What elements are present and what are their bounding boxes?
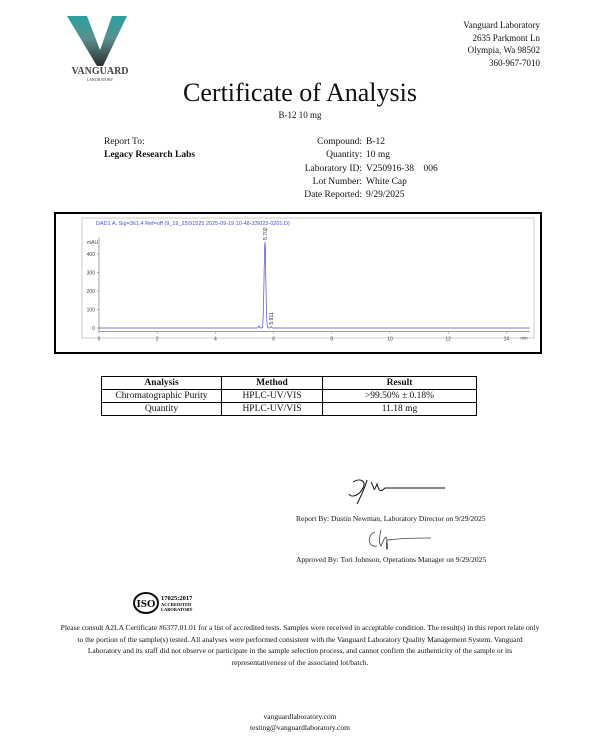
y-tick-label: 100 — [87, 308, 96, 314]
table-row: Chromatographic Purity HPLC-UV/VIS >99.5… — [101, 389, 477, 403]
cell: HPLC-UV/VIS — [221, 402, 323, 416]
y-tick-label: 300 — [87, 271, 96, 277]
chromatogram-trace — [99, 242, 530, 329]
table-header: Analysis Method Result — [101, 376, 477, 390]
svg-text:LABORATORY: LABORATORY — [161, 607, 193, 612]
label: Date Reported: — [304, 190, 362, 201]
disclaimer: Please consult A2LA Certificate #6377.01… — [60, 623, 540, 667]
lab-address: Vanguard Laboratory 2635 Parkmont Ln Oly… — [463, 19, 540, 69]
x-tick-label: 12 — [445, 337, 451, 343]
x-tick-label: 6 — [272, 337, 275, 343]
sample-row: Quantity: 10 mg — [220, 149, 438, 162]
x-tick-label: 2 — [156, 337, 159, 343]
email-link[interactable]: testing@vanguardlaboratory.com — [250, 723, 350, 732]
y-tick-label: 200 — [87, 289, 96, 295]
chromatogram: DAD1 A, Sig=361,4 Ref=off (9_19_25\91525… — [54, 212, 542, 354]
website-link[interactable]: vanguardlaboratory.com — [263, 712, 337, 721]
report-by: Report By: Dustin Newman, Laboratory Dir… — [296, 514, 486, 523]
value: 10 mg — [366, 150, 391, 161]
vanguard-logo: VANGUARD LABORATORY — [67, 16, 129, 82]
svg-text:ISO: ISO — [137, 598, 156, 610]
client-name: Legacy Research Labs — [104, 150, 196, 160]
approved-by: Approved By: Tori Johnson, Operations Ma… — [296, 555, 487, 564]
cell: Chromatographic Purity — [101, 389, 222, 403]
sample-row: Compound: B-12 — [220, 136, 438, 149]
sample-info: Compound: B-12 Quantity: 10 mg Laboratory … — [220, 136, 438, 202]
x-tick-label: 10 — [387, 337, 393, 343]
header-analysis: Analysis — [101, 376, 222, 390]
cell: Quantity — [101, 402, 222, 416]
y-tick-label: 0 — [92, 326, 95, 332]
peak-label: 5.911 — [269, 312, 275, 324]
cell: HPLC-UV/VIS — [221, 389, 323, 403]
y-axis-label: mAU — [87, 240, 99, 246]
sample-row: Date Reported: 9/29/2025 — [220, 189, 438, 202]
x-tick-label: 4 — [214, 337, 217, 343]
lab-city: Olympia, Wa 98502 — [467, 45, 540, 55]
results-table: Analysis Method Result Chromatographic P… — [101, 376, 477, 416]
cell: 11.18 mg — [322, 402, 477, 416]
value: 9/29/2025 — [366, 190, 405, 201]
label: Quantity: — [326, 150, 362, 161]
label: Lot Number: — [312, 176, 362, 187]
label: Compound: — [317, 137, 362, 147]
lab-phone: 360-967-7010 — [489, 57, 540, 68]
sample-row: Laboratory ID: V250916-38 006 — [220, 163, 438, 176]
report-to-label: Report To: — [104, 137, 145, 147]
x-tick-label: 0 — [98, 337, 101, 343]
value: White Cap — [366, 176, 407, 187]
plot-frame — [81, 217, 535, 339]
peak-label: 5.702 — [263, 227, 269, 240]
x-tick-label: 14 — [504, 337, 510, 343]
page-subtitle: B-12 10 mg — [278, 110, 322, 120]
lab-name: Vanguard Laboratory — [463, 20, 540, 30]
cell: >99.50% ± 0.18% — [322, 389, 477, 403]
value: V250916-38 006 — [366, 163, 438, 174]
x-axis-label: min — [520, 336, 528, 341]
svg-text:17025:2017: 17025:2017 — [161, 595, 193, 602]
page-title: Certificate of Analysis — [183, 78, 417, 107]
report-to: Report To: Legacy Research Labs — [104, 136, 195, 162]
value: B-12 — [366, 137, 385, 147]
y-tick-label: 400 — [87, 252, 96, 258]
x-tick-label: 8 — [330, 337, 333, 343]
chart-title: DAD1 A, Sig=361,4 Ref=off (9_19_25\91525… — [96, 221, 290, 227]
header-method: Method — [221, 376, 323, 390]
label: Laboratory ID: — [304, 163, 362, 174]
footer: vanguardlaboratory.com testing@vanguardl… — [0, 711, 600, 733]
svg-text:LABORATORY: LABORATORY — [87, 77, 114, 82]
lab-street: 2635 Parkmont Ln — [472, 32, 541, 43]
sample-row: Lot Number: White Cap — [220, 176, 438, 189]
chromatogram-svg: DAD1 A, Sig=361,4 Ref=off (9_19_25\91525… — [81, 217, 535, 343]
svg-text:VANGUARD: VANGUARD — [71, 66, 128, 77]
header-result: Result — [322, 376, 477, 390]
iso-accreditation-badge: ISO 17025:2017 ACCREDITED LABORATORY — [133, 592, 193, 614]
table-row: Quantity HPLC-UV/VIS 11.18 mg — [101, 402, 477, 416]
manager-signature — [368, 529, 432, 550]
director-signature — [348, 479, 445, 505]
svg-text:ACCREDITED: ACCREDITED — [161, 602, 192, 607]
